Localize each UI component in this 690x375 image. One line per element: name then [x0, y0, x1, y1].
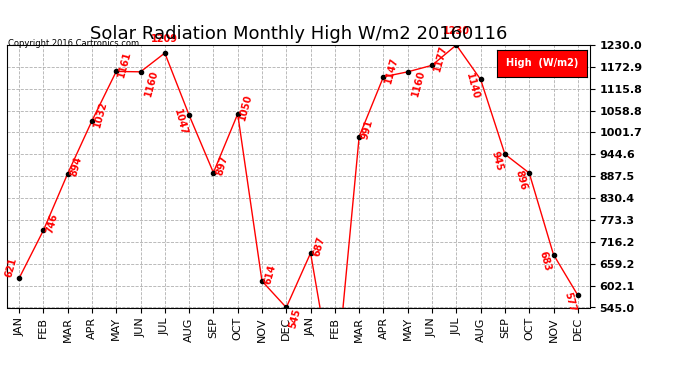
Text: 991: 991 — [360, 118, 375, 141]
Text: 1160: 1160 — [411, 69, 427, 97]
Text: 945: 945 — [489, 150, 504, 172]
Text: 1032: 1032 — [92, 100, 108, 128]
Text: 1209: 1209 — [151, 34, 178, 44]
Text: 746: 746 — [44, 213, 59, 235]
Text: 1160: 1160 — [144, 69, 160, 97]
Text: 545: 545 — [287, 308, 302, 330]
Text: 897: 897 — [215, 154, 229, 177]
Text: 894: 894 — [68, 156, 83, 178]
Text: 1140: 1140 — [464, 72, 481, 101]
Text: 687: 687 — [311, 235, 326, 257]
Text: 683: 683 — [538, 251, 553, 273]
Text: 1050: 1050 — [237, 93, 255, 122]
Text: 614: 614 — [263, 263, 278, 285]
Title: Solar Radiation Monthly High W/m2 20160116: Solar Radiation Monthly High W/m2 201601… — [90, 26, 507, 44]
Text: 577: 577 — [562, 291, 577, 313]
Text: 320: 320 — [0, 374, 1, 375]
Text: 1147: 1147 — [384, 56, 400, 84]
Text: 1047: 1047 — [172, 108, 189, 136]
Text: 621: 621 — [3, 256, 18, 278]
Text: Copyright 2016 Cartronics.com: Copyright 2016 Cartronics.com — [8, 39, 139, 48]
Text: 896: 896 — [513, 169, 529, 191]
Text: 1230: 1230 — [443, 26, 470, 36]
Text: 1177: 1177 — [432, 44, 448, 73]
Text: 1161: 1161 — [116, 50, 133, 79]
